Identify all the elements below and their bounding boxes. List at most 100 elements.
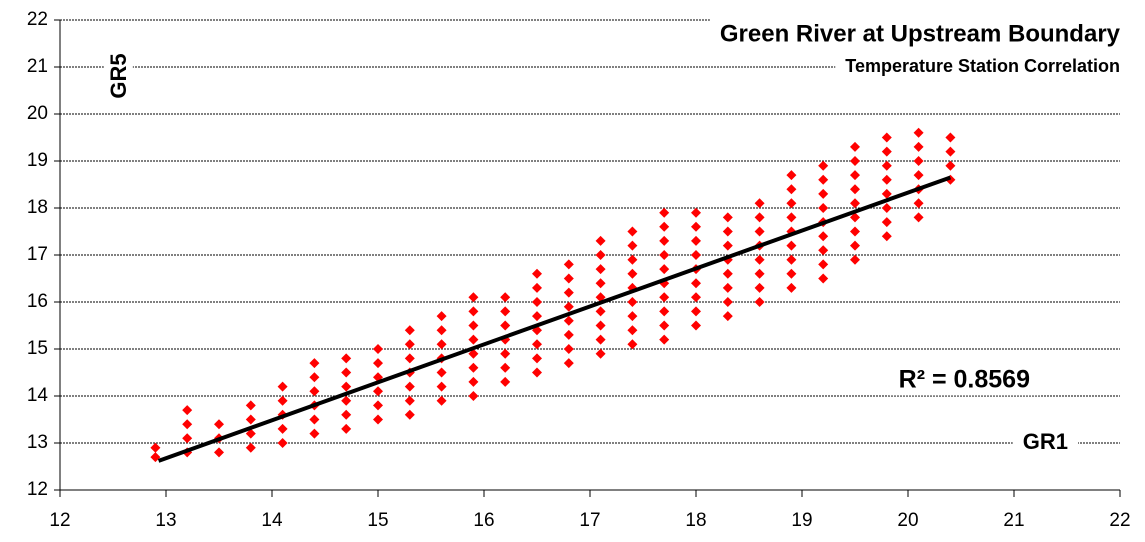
x-tick-label: 15 [367,510,388,531]
point [659,292,670,303]
x-tick-label: 14 [261,510,283,531]
point [404,325,415,336]
point [627,226,638,237]
point [659,250,670,260]
point [881,188,892,199]
point [468,348,479,359]
point [468,292,479,303]
point [532,353,542,364]
point [786,282,797,293]
point [468,362,479,373]
point [404,339,415,350]
x-axis-label-bg [1012,426,1078,456]
point [404,381,415,392]
point [436,381,447,392]
point [754,198,765,209]
point [722,226,733,237]
x-tick-label: 19 [791,510,812,531]
y-tick-label: 15 [27,338,48,359]
point [214,447,224,458]
point [532,282,542,293]
point [341,395,352,406]
point [691,221,701,232]
point [150,442,161,453]
point [277,381,288,392]
point [722,282,733,293]
point [627,240,638,251]
point [659,221,670,232]
y-axis-label-bg [103,43,133,109]
point [404,409,415,420]
point [532,311,542,322]
point [532,367,542,378]
point [786,184,797,195]
point [500,306,511,317]
annotation: R² = 0.8569 [899,366,1030,394]
point [341,353,352,364]
point [277,423,288,434]
chart-title: Green River at Upstream Boundary [720,20,1121,47]
point [945,160,956,171]
point [818,203,829,213]
point [500,348,511,359]
point [881,146,892,157]
chart-title-group: Green River at Upstream Boundary [709,18,1131,50]
annotation-group: R² = 0.8569 [888,363,1040,396]
point [786,170,797,181]
point [182,433,193,444]
point [563,315,574,326]
point [850,184,860,195]
point [595,334,606,345]
point [659,207,670,218]
y-tick-label: 21 [27,56,48,77]
point [850,254,860,265]
point [627,311,638,322]
point [850,141,860,152]
y-tick-label: 20 [27,103,48,124]
point [404,353,415,364]
point [913,212,924,223]
y-axis-label: GR5 [106,53,131,98]
point [945,132,956,143]
point [436,325,447,336]
point [754,282,765,293]
point [881,231,892,242]
point [309,358,320,369]
y-tick-label: 13 [27,432,48,453]
point [214,419,224,430]
point [500,292,511,303]
point [468,391,479,401]
point [659,264,670,275]
point [309,428,320,439]
x-tick-label: 12 [49,510,70,531]
point [818,188,829,199]
point [532,339,542,350]
point [913,198,924,209]
point [532,297,542,307]
point [627,339,638,350]
point [595,320,606,331]
point [691,306,701,317]
point [913,156,924,166]
point [754,212,765,223]
point [818,231,829,242]
point [373,400,383,411]
y-tick-label: 12 [27,479,48,500]
point [563,344,574,354]
point [563,358,574,369]
point [691,235,701,246]
point [595,264,606,275]
annotation-bg [888,363,1040,396]
point [786,254,797,265]
y-tick-label: 18 [27,197,48,218]
point [373,414,383,425]
point [404,395,415,406]
point [691,278,701,289]
point [881,132,892,143]
y-tick-label: 22 [27,9,48,30]
point [913,127,924,138]
point [627,325,638,336]
point [913,170,924,181]
point [786,268,797,279]
point [850,240,860,251]
